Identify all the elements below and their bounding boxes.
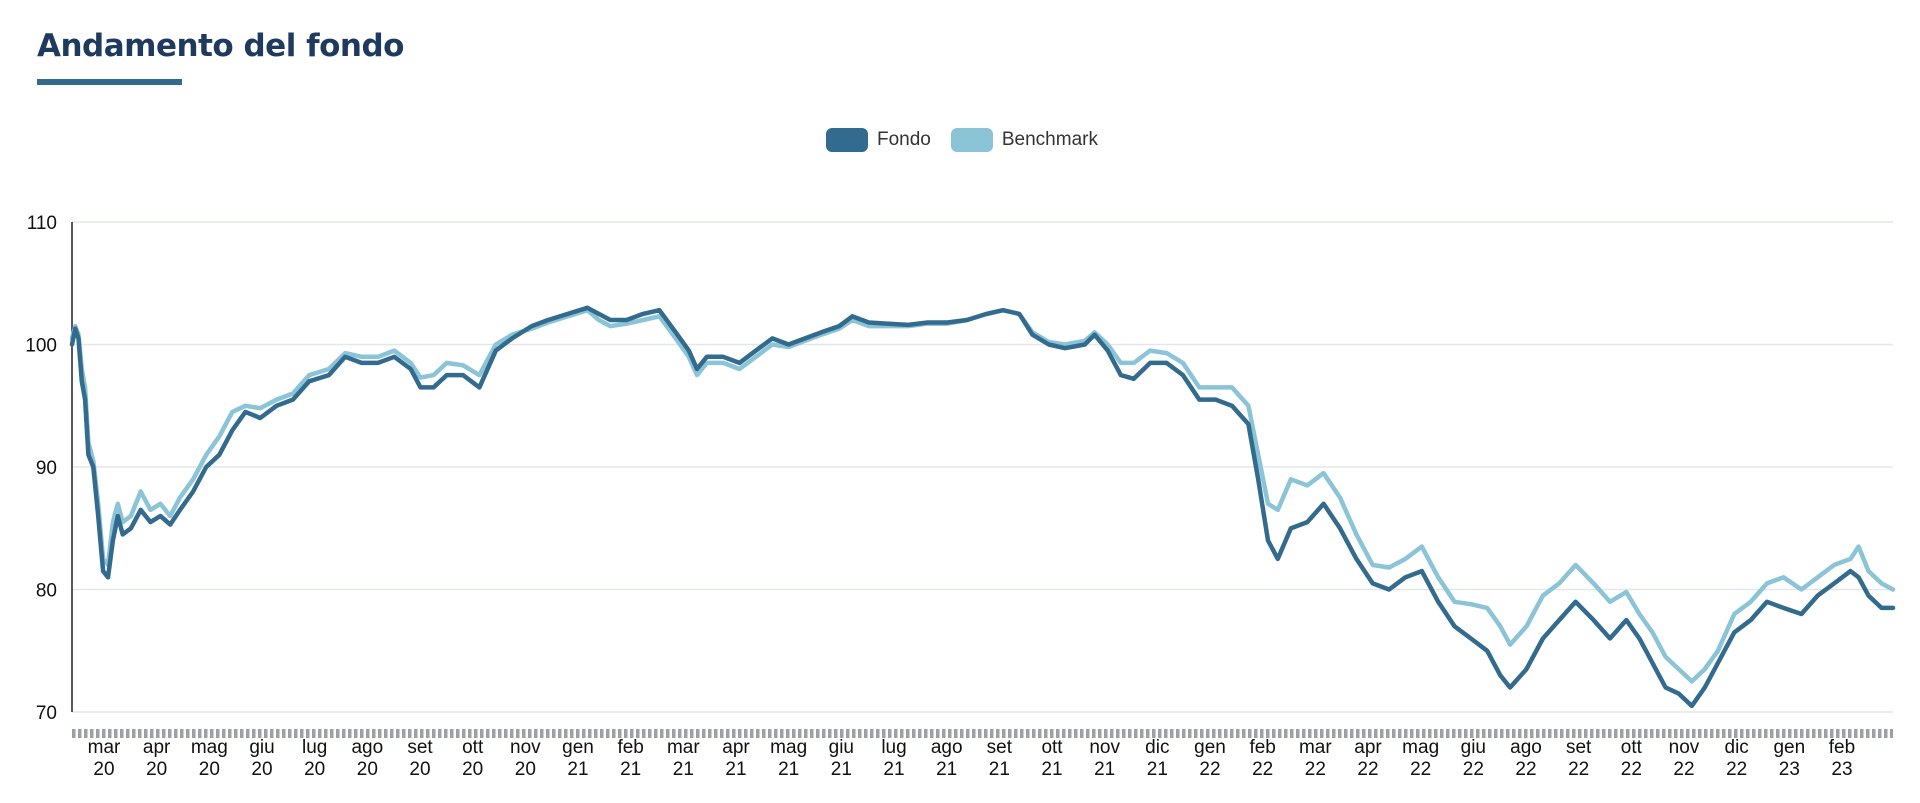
x-tick-label-month: ott [1621,737,1643,758]
x-tick-label-month: apr [722,737,750,758]
x-tick-label-month: apr [143,737,171,758]
x-tick-label-month: gen [1773,737,1805,758]
y-tick-label: 70 [36,703,57,724]
x-tick-label-month: mar [667,737,700,758]
x-tick-label-month: set [407,737,433,758]
x-tick-label-month: apr [1354,737,1382,758]
series-line-fondo [69,305,1896,709]
x-tick-label-year: 22 [1463,759,1484,780]
x-tick-label-month: mar [88,737,121,758]
legend-label-fondo: Fondo [877,129,931,150]
x-tick-label-year: 21 [567,759,588,780]
x-tick-label-month: dic [1725,737,1749,758]
x-tick-label-month: feb [1249,737,1275,758]
legend-swatch-fondo [826,128,868,152]
x-tick-label-year: 21 [831,759,852,780]
x-tick-label-month: feb [617,737,643,758]
x-tick-label-month: ago [931,737,963,758]
x-tick-label-month: mag [770,737,807,758]
x-tick-label-year: 22 [1199,759,1220,780]
x-tick-label-year: 23 [1831,759,1852,780]
x-tick-label-month: nov [1089,737,1120,758]
x-tick-label-year: 22 [1568,759,1589,780]
legend-item-benchmark[interactable]: Benchmark [947,128,1098,152]
x-tick-label-month: ago [1510,737,1542,758]
x-tick-label-month: giu [829,737,854,758]
y-tick-label: 90 [36,458,57,479]
x-tick-label-month: gen [562,737,594,758]
x-tick-label-month: mag [191,737,228,758]
x-tick-label-year: 22 [1357,759,1378,780]
y-tick-label: 80 [36,581,57,602]
x-tick-label-year: 20 [199,759,220,780]
x-tick-label-year: 20 [515,759,536,780]
y-tick-label: 110 [27,213,57,234]
x-tick-label-month: dic [1145,737,1169,758]
x-tick-label-year: 22 [1305,759,1326,780]
x-tick-label-year: 21 [936,759,957,780]
x-tick-label-month: nov [510,737,541,758]
x-tick-label-month: giu [249,737,274,758]
x-axis: mar20apr20mag20giu20lug20ago20set20ott20… [72,729,1893,780]
x-tick-label-year: 20 [251,759,272,780]
y-axis: 70 80 90 100 110 [25,213,73,724]
x-tick-label-month: set [987,737,1013,758]
title-underline [37,79,182,85]
x-tick-label-month: ott [1041,737,1063,758]
x-tick-label-year: 21 [1147,759,1168,780]
x-tick-label-month: nov [1669,737,1700,758]
x-tick-label-year: 21 [725,759,746,780]
x-tick-label-month: ott [462,737,484,758]
x-tick-label-year: 21 [778,759,799,780]
x-tick-label-month: mar [1299,737,1332,758]
legend-swatch-benchmark [950,128,993,152]
x-tick-label-month: ago [351,737,383,758]
y-tick-label: 100 [25,336,57,357]
x-tick-label-year: 23 [1779,759,1800,780]
x-tick-label-month: feb [1829,737,1855,758]
x-tick-label-year: 20 [357,759,378,780]
x-tick-label-year: 21 [1094,759,1115,780]
x-tick-label-year: 22 [1621,759,1642,780]
x-tick-label-year: 20 [462,759,483,780]
x-tick-label-month: giu [1461,737,1486,758]
legend-item-fondo[interactable]: Fondo [822,128,931,152]
x-tick-label-year: 22 [1252,759,1273,780]
page-title: Andamento del fondo [37,28,404,64]
x-tick-label-year: 20 [304,759,325,780]
x-tick-strip [72,729,1893,738]
x-tick-label-month: gen [1194,737,1226,758]
series-lines [69,305,1896,709]
x-tick-label-year: 20 [409,759,430,780]
x-tick-label-month: lug [302,737,327,758]
x-tick-label-year: 22 [1726,759,1747,780]
x-tick-label-year: 21 [673,759,694,780]
chart-legend: Fondo Benchmark [0,126,1920,154]
grid-lines [72,221,1893,713]
x-tick-label-month: set [1566,737,1592,758]
x-tick-label-year: 21 [620,759,641,780]
x-tick-label-year: 20 [146,759,167,780]
x-tick-label-year: 22 [1673,759,1694,780]
x-tick-label-year: 21 [989,759,1010,780]
legend-label-benchmark: Benchmark [1001,129,1098,150]
x-tick-label-year: 21 [883,759,904,780]
x-tick-label-year: 20 [93,759,114,780]
x-tick-label-year: 22 [1410,759,1431,780]
x-tick-label-month: lug [881,737,906,758]
x-tick-label-year: 21 [1041,759,1062,780]
x-tick-label-year: 22 [1515,759,1536,780]
x-tick-label-month: mag [1402,737,1439,758]
